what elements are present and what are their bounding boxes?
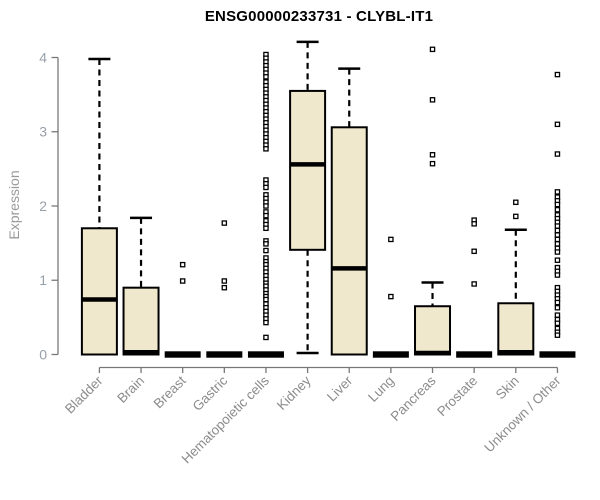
- outlier-point: [554, 201, 561, 208]
- iqr-box: [122, 286, 160, 356]
- outlier-point: [554, 227, 561, 234]
- outlier-point: [221, 278, 228, 284]
- x-category-label: Breast: [151, 373, 189, 411]
- outlier-point: [263, 225, 269, 232]
- outlier-point: [429, 46, 436, 53]
- iqr-box: [497, 302, 535, 356]
- outlier-point: [554, 71, 561, 78]
- outlier-point: [429, 97, 436, 103]
- x-category-label: Bladder: [62, 373, 106, 417]
- outlier-point: [263, 334, 269, 341]
- outlier-point: [263, 74, 269, 80]
- outlier-point: [554, 272, 561, 278]
- x-category-label: Prostate: [434, 373, 480, 419]
- y-tick-label: 4: [39, 49, 47, 65]
- outlier-point: [221, 284, 228, 291]
- outlier-point: [554, 257, 561, 263]
- iqr-box: [330, 126, 368, 356]
- outlier-point: [554, 332, 561, 338]
- outlier-point: [554, 312, 561, 318]
- iqr-box: [414, 305, 452, 356]
- outlier-point: [179, 278, 186, 284]
- outlier-point: [263, 247, 269, 254]
- outlier-point: [471, 221, 477, 227]
- iqr-box: [80, 227, 118, 356]
- outlier-point: [179, 261, 186, 268]
- outlier-point: [554, 241, 561, 247]
- y-tick-label: 1: [39, 272, 47, 288]
- outlier-point: [554, 189, 561, 195]
- x-category-label: Pancreas: [388, 373, 439, 424]
- box-pancreas: [414, 46, 452, 356]
- outlier-point: [554, 299, 561, 306]
- outlier-point: [263, 184, 269, 191]
- collapsed-box: [456, 351, 493, 358]
- outlier-point: [554, 320, 561, 327]
- collapsed-box: [247, 351, 284, 358]
- chart-title: ENSG00000233731 - CLYBL-IT1: [204, 8, 434, 25]
- outlier-point: [388, 236, 394, 243]
- x-category-label: Lung: [365, 373, 397, 405]
- outlier-point: [554, 304, 561, 311]
- box-kidney: [289, 40, 327, 355]
- collapsed-box: [206, 351, 243, 358]
- y-tick-label: 0: [39, 346, 47, 362]
- outlier-point: [554, 151, 561, 157]
- box-hematopoietic-cells: [247, 51, 284, 358]
- box-liver: [330, 67, 368, 356]
- x-category-label: Kidney: [274, 373, 314, 413]
- outlier-point: [263, 212, 269, 219]
- box-brain: [122, 216, 160, 356]
- outlier-point: [263, 203, 269, 209]
- box-gastric: [206, 220, 243, 358]
- outlier-point: [554, 236, 561, 243]
- box-prostate: [456, 217, 493, 358]
- x-category-label: Gastric: [190, 373, 231, 414]
- outlier-point: [554, 223, 561, 229]
- outlier-point: [429, 152, 436, 158]
- outlier-point: [429, 160, 436, 167]
- iqr-box: [289, 89, 327, 251]
- x-category-label: Brain: [114, 373, 147, 406]
- outlier-point: [554, 206, 561, 213]
- box-breast: [164, 261, 201, 358]
- x-category-label: Unknown / Other: [481, 373, 564, 456]
- box-skin: [497, 199, 535, 356]
- y-axis: 0 1 2 3 4: [39, 49, 59, 362]
- collapsed-box: [372, 351, 409, 358]
- x-category-label: Skin: [493, 373, 522, 402]
- outlier-point: [263, 319, 269, 326]
- outlier-point: [513, 213, 519, 220]
- y-tick-label: 3: [39, 124, 47, 140]
- outlier-point: [263, 296, 269, 303]
- outlier-point: [513, 199, 519, 206]
- outlier-point: [388, 293, 394, 300]
- outlier-point: [221, 220, 228, 226]
- outlier-point: [263, 241, 269, 247]
- outlier-point: [554, 232, 561, 238]
- y-tick-label: 2: [39, 198, 47, 214]
- box-unknown-other: [539, 71, 576, 358]
- box-bladder: [80, 57, 118, 356]
- outlier-point: [554, 121, 561, 128]
- outlier-point: [263, 146, 269, 152]
- collapsed-box: [164, 351, 201, 358]
- box-lung: [372, 236, 409, 358]
- outlier-point: [471, 248, 477, 255]
- collapsed-box: [539, 351, 576, 358]
- x-category-label: Liver: [324, 373, 356, 405]
- outlier-point: [471, 281, 477, 287]
- outlier-point: [554, 249, 561, 255]
